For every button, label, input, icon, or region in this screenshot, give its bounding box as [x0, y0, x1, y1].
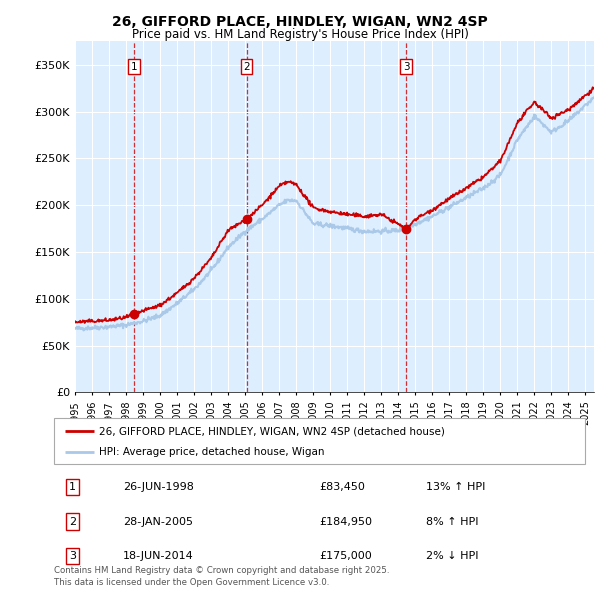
Text: 3: 3: [69, 551, 76, 560]
Text: HPI: Average price, detached house, Wigan: HPI: Average price, detached house, Wiga…: [99, 447, 325, 457]
Text: 2% ↓ HPI: 2% ↓ HPI: [426, 551, 478, 560]
Text: Price paid vs. HM Land Registry's House Price Index (HPI): Price paid vs. HM Land Registry's House …: [131, 28, 469, 41]
Text: 3: 3: [403, 61, 409, 71]
Text: 28-JAN-2005: 28-JAN-2005: [123, 517, 193, 526]
Text: £83,450: £83,450: [320, 483, 365, 492]
FancyBboxPatch shape: [54, 418, 585, 464]
Text: 26, GIFFORD PLACE, HINDLEY, WIGAN, WN2 4SP: 26, GIFFORD PLACE, HINDLEY, WIGAN, WN2 4…: [112, 15, 488, 30]
Text: 2: 2: [243, 61, 250, 71]
Text: 18-JUN-2014: 18-JUN-2014: [123, 551, 194, 560]
Text: 8% ↑ HPI: 8% ↑ HPI: [426, 517, 478, 526]
Text: 26-JUN-1998: 26-JUN-1998: [123, 483, 194, 492]
Text: 26, GIFFORD PLACE, HINDLEY, WIGAN, WN2 4SP (detached house): 26, GIFFORD PLACE, HINDLEY, WIGAN, WN2 4…: [99, 426, 445, 436]
Text: 13% ↑ HPI: 13% ↑ HPI: [426, 483, 485, 492]
Text: 1: 1: [69, 483, 76, 492]
Text: 1: 1: [131, 61, 137, 71]
Text: £184,950: £184,950: [320, 517, 373, 526]
Text: 2: 2: [69, 517, 76, 526]
Text: £175,000: £175,000: [320, 551, 372, 560]
Text: Contains HM Land Registry data © Crown copyright and database right 2025.
This d: Contains HM Land Registry data © Crown c…: [54, 566, 389, 587]
